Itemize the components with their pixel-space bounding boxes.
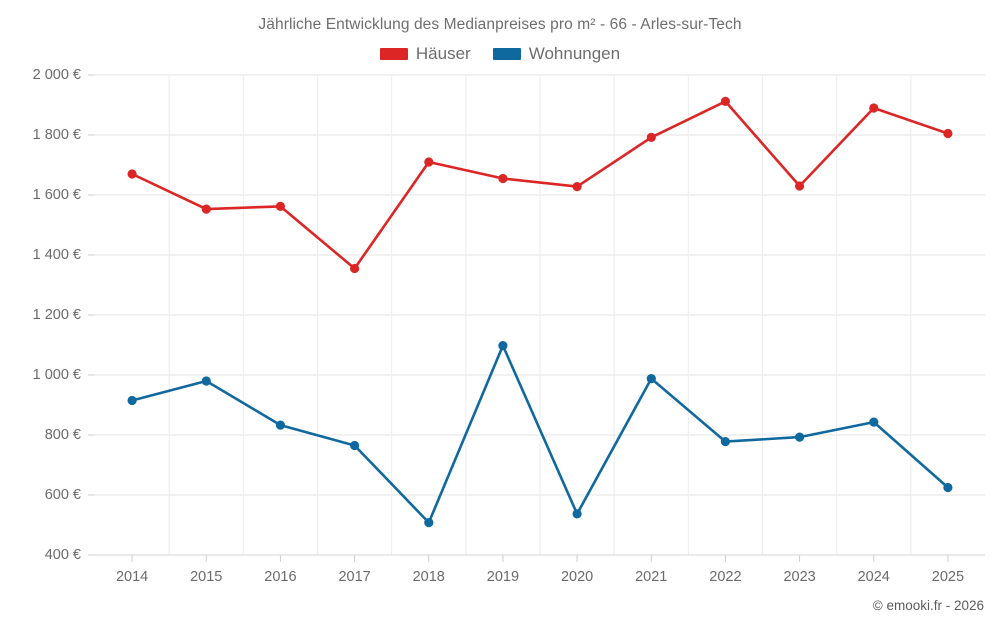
data-point[interactable] — [275, 420, 285, 430]
x-axis-tick-label: 2021 — [635, 569, 668, 585]
x-axis-tick-label: 2020 — [560, 569, 594, 585]
series-line-wohnungen — [130, 344, 950, 524]
data-point[interactable] — [869, 417, 879, 427]
x-axis-tick-label: 2024 — [857, 569, 890, 585]
data-point[interactable] — [943, 128, 953, 139]
gridlines — [88, 74, 985, 556]
y-axis-tick-label: 1 200 € — [32, 307, 81, 323]
data-point[interactable] — [275, 201, 285, 211]
y-axis-tick-label: 1 000 € — [32, 367, 81, 383]
data-point[interactable] — [424, 157, 434, 167]
data-point[interactable] — [646, 132, 656, 142]
data-point[interactable] — [795, 432, 805, 442]
x-axis-tick-label: 2015 — [190, 569, 223, 585]
y-axis-tick-label: 800 € — [44, 427, 81, 443]
data-point[interactable] — [127, 395, 137, 406]
data-point[interactable] — [572, 509, 582, 519]
data-series-layer — [127, 96, 953, 528]
legend-swatch-wohnungen — [492, 48, 521, 60]
data-point[interactable] — [646, 374, 656, 384]
data-point[interactable] — [572, 182, 582, 192]
legend-item-wohnungen[interactable]: Wohnungen — [492, 44, 621, 64]
data-point[interactable] — [350, 263, 360, 274]
y-axis-tick-label: 1 400 € — [32, 247, 81, 263]
data-point[interactable] — [720, 96, 731, 106]
x-axis-tick-label: 2018 — [412, 569, 445, 585]
x-axis-tick-label: 2022 — [709, 569, 742, 585]
data-point[interactable] — [498, 173, 508, 184]
data-point[interactable] — [795, 181, 805, 191]
legend-swatch-hauser — [379, 48, 408, 60]
x-axis-tick-label: 2017 — [338, 569, 371, 585]
y-axis-tick-label: 2 000 € — [32, 67, 81, 83]
chart-legend: Häuser Wohnungen — [0, 44, 1000, 64]
y-axis-tick-label: 400 € — [44, 547, 81, 563]
data-point[interactable] — [869, 103, 879, 113]
y-axis-tick-label: 1 600 € — [32, 187, 81, 203]
x-axis-tick-label: 2014 — [115, 569, 149, 585]
data-point[interactable] — [424, 518, 434, 528]
series-line-häuser — [130, 100, 950, 270]
data-point[interactable] — [720, 437, 731, 447]
legend-label-hauser: Häuser — [415, 44, 471, 63]
x-axis-tick-label: 2019 — [486, 569, 520, 585]
footer-credit: © emooki.fr - 2026 — [872, 598, 984, 613]
y-axis-tick-label: 600 € — [44, 487, 81, 503]
data-point[interactable] — [943, 482, 953, 493]
data-point[interactable] — [201, 204, 211, 214]
data-point[interactable] — [350, 440, 360, 451]
data-point[interactable] — [127, 169, 137, 179]
x-axis-tick-label: 2025 — [931, 569, 965, 585]
data-point[interactable] — [201, 376, 211, 386]
x-axis-tick-label: 2016 — [264, 569, 297, 585]
x-axis-ticks — [95, 75, 985, 562]
data-point[interactable] — [498, 341, 508, 351]
chart-title: Jährliche Entwicklung des Medianpreises … — [258, 16, 742, 33]
legend-item-hauser[interactable]: Häuser — [379, 44, 471, 64]
legend-label-wohnungen: Wohnungen — [528, 44, 621, 63]
y-axis-tick-label: 1 800 € — [32, 127, 81, 143]
x-axis-tick-label: 2023 — [783, 569, 816, 585]
